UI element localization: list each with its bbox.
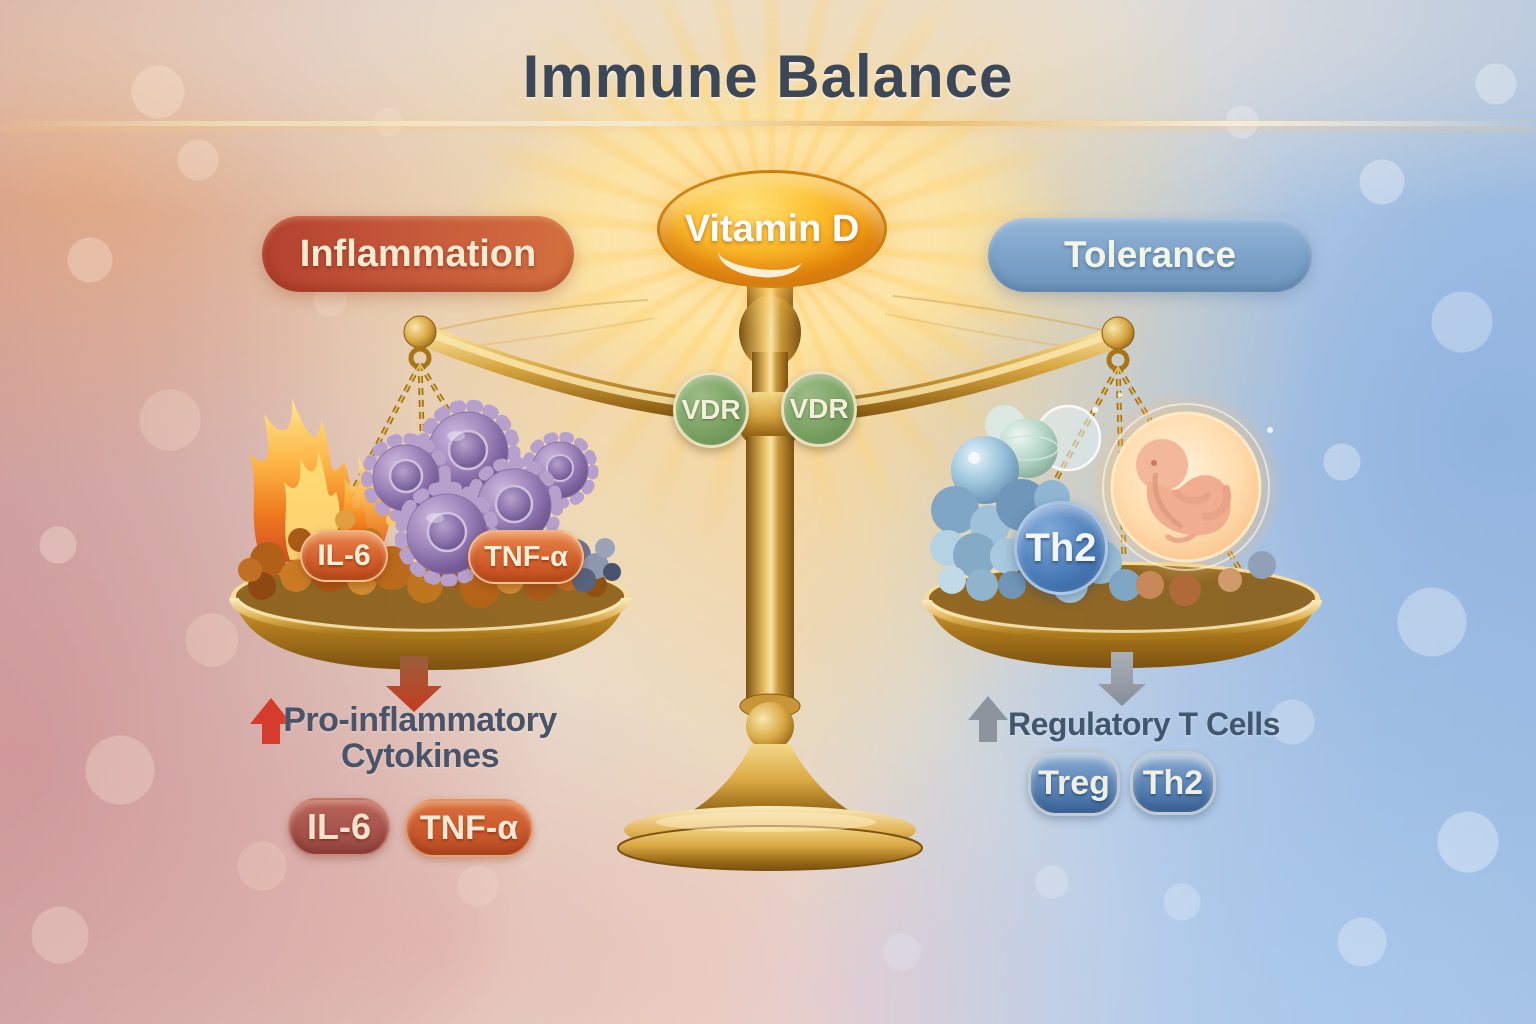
vitamin-d-label: Vitamin D [684, 207, 860, 250]
th2-pan-label: Th2 [1014, 501, 1108, 595]
right-hanger-ring-icon [1106, 348, 1130, 372]
cytokines-increase-arrow-icon [250, 698, 292, 744]
beam-right-knob [1101, 316, 1135, 350]
regulatory-tcells-caption: Regulatory T Cells [1008, 706, 1280, 742]
th2-pill: Th2 [1130, 751, 1216, 815]
inflammation-badge: Inflammation [262, 216, 574, 292]
page-title: Immune Balance [522, 43, 1014, 110]
treg-pill: Treg [1028, 750, 1120, 816]
cytokine-cell-icon [394, 481, 500, 587]
pro-inflammatory-caption: Pro-inflammatory Cytokines [240, 702, 600, 774]
tcells-increase-arrow-icon [968, 696, 1008, 742]
il6-pan-label: IL-6 [300, 530, 388, 582]
tolerance-balance-arrow-icon [1098, 652, 1146, 706]
beam-left-knob [403, 315, 437, 349]
caption-line-1: Pro-inflammatory [283, 701, 557, 739]
fetus-icon [1088, 389, 1284, 585]
tnf-alpha-pill: TNF-α [405, 799, 533, 857]
inflammation-decrease-arrow-icon [386, 656, 442, 712]
tolerance-badge: Tolerance [988, 218, 1312, 292]
vdr-receptor-right: VDR [781, 371, 857, 447]
right-pan [922, 389, 1322, 668]
vitamin-d-capsule: Vitamin D [657, 170, 887, 288]
title-divider [0, 121, 1536, 126]
scale-pillar [617, 280, 923, 871]
vdr-receptor-left: VDR [673, 372, 749, 448]
tnf-alpha-pan-label: TNF-α [468, 530, 584, 584]
il6-pill: IL-6 [288, 798, 390, 856]
caption-line-2: Cytokines [341, 737, 500, 776]
